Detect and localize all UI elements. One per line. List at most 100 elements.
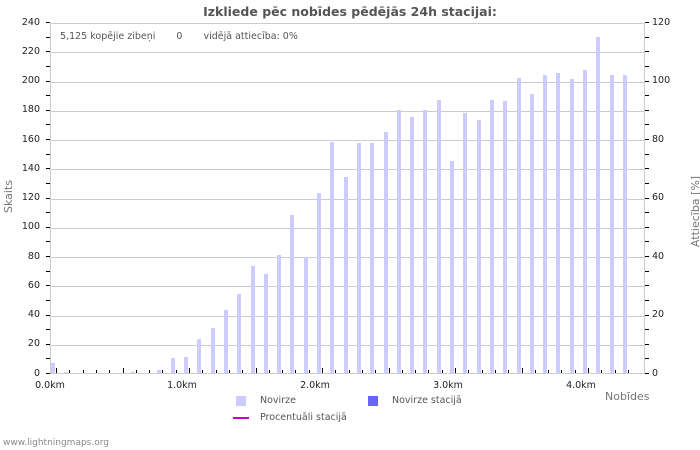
y-tick [645, 182, 649, 184]
bar-novirze [157, 370, 162, 373]
footer-watermark: www.lightningmaps.org [3, 438, 109, 448]
legend-item-procentuali-stacija[interactable]: Procentuāli stacijā [233, 412, 347, 423]
x-tick [282, 370, 284, 373]
y-left-label: 40 [27, 309, 40, 320]
y-tick [645, 109, 649, 111]
y-tick [645, 51, 649, 53]
bar-novirze [370, 143, 375, 373]
station-count: 0 [176, 31, 183, 42]
y-tick [46, 270, 50, 272]
x-tick [534, 370, 536, 373]
x-tick [375, 370, 377, 373]
y-tick [46, 124, 50, 126]
y-right-label: 0 [652, 368, 659, 379]
y-right-label: 20 [652, 309, 665, 320]
bar-novirze [450, 160, 454, 373]
x-tick [322, 368, 323, 373]
bar-novirze [503, 100, 508, 373]
x-tick [441, 370, 443, 373]
bar-novirze [529, 93, 534, 373]
y-left-label: 200 [21, 75, 40, 86]
x-tick [149, 370, 151, 373]
x-tick [361, 370, 363, 373]
bar-novirze [583, 70, 587, 373]
legend-swatch-icon [236, 395, 246, 406]
total-strikes: 5,125 kopējie zibeņi [60, 31, 156, 42]
x-tick [415, 370, 417, 373]
chart-title: Izkliede pēc nobīdes pēdējās 24h stacija… [203, 4, 497, 19]
legend-label: Novirze stacijā [392, 395, 462, 406]
y-tick [46, 343, 50, 345]
y-left-label: 100 [21, 221, 40, 232]
bar-novirze [516, 77, 521, 373]
x-tick [56, 368, 57, 373]
y-left-label: 140 [21, 163, 40, 174]
gridline [51, 81, 644, 83]
y-tick [46, 329, 50, 331]
bar-novirze [330, 141, 335, 373]
bar-novirze [64, 371, 69, 373]
gridline [51, 52, 644, 54]
x-tick [215, 370, 217, 373]
bar-novirze [476, 120, 481, 373]
bar-novirze [396, 109, 401, 373]
y-tick [46, 285, 50, 287]
x-label: 0.0km [35, 380, 65, 391]
bar-novirze [263, 273, 268, 373]
legend-swatch-icon [368, 395, 378, 406]
x-tick [574, 370, 576, 373]
y-left-label: 20 [27, 338, 40, 349]
y-tick [645, 80, 649, 82]
bar-novirze [489, 99, 494, 373]
legend-label: Novirze [260, 395, 296, 406]
y-tick [46, 182, 50, 184]
y-tick [645, 22, 649, 23]
x-tick [295, 370, 297, 373]
x-tick [175, 370, 177, 373]
y-tick [46, 256, 50, 257]
y-tick [645, 329, 649, 331]
bar-novirze [356, 143, 361, 373]
x-tick [82, 370, 84, 373]
x-tick [614, 370, 616, 373]
y-tick [46, 139, 50, 140]
y-tick [645, 314, 649, 316]
legend-item-novirze-stacija[interactable]: Novirze stacijā [368, 395, 462, 406]
y-left-label: 220 [21, 46, 40, 57]
x-tick [228, 370, 230, 373]
y-tick [645, 168, 649, 170]
gridline [51, 169, 644, 171]
y-tick [645, 299, 649, 301]
y-tick [645, 197, 649, 199]
x-tick [69, 370, 71, 373]
y-tick [46, 22, 50, 23]
y-tick [46, 168, 50, 170]
y-tick [645, 65, 649, 67]
x-tick [135, 370, 137, 373]
x-tick [242, 370, 244, 373]
x-tick [202, 370, 204, 373]
y-right-label: 100 [652, 75, 671, 86]
y-tick [46, 153, 50, 155]
y-tick [46, 51, 50, 53]
x-tick [508, 370, 510, 373]
bar-novirze [410, 117, 415, 373]
x-tick [109, 370, 111, 373]
bar-novirze [543, 74, 548, 373]
x-tick [455, 368, 456, 373]
y-tick [645, 256, 649, 257]
gridline [51, 140, 644, 141]
y-tick [645, 285, 649, 287]
bar-novirze [130, 371, 135, 373]
x-tick [255, 368, 257, 373]
bar-novirze [463, 112, 468, 373]
y-tick [645, 153, 649, 155]
x-tick [308, 370, 310, 373]
x-tick [95, 370, 97, 373]
bar-novirze [51, 362, 55, 373]
x-label: 1.0km [167, 380, 197, 391]
bar-novirze [423, 109, 428, 373]
y-left-label: 80 [27, 251, 40, 262]
legend-item-novirze[interactable]: Novirze [236, 395, 296, 406]
y-right-label: 60 [652, 192, 665, 203]
